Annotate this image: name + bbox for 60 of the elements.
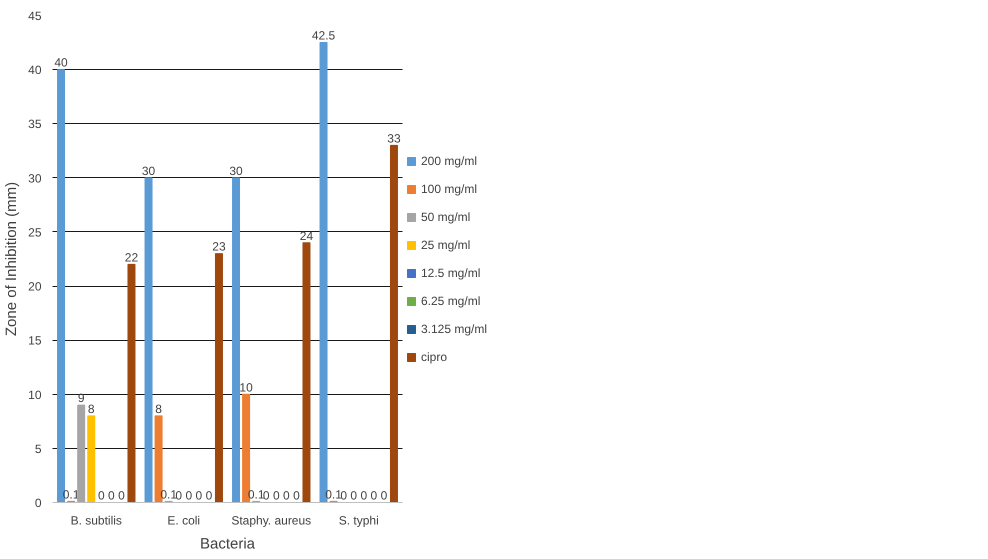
y-tick-label: 45 <box>28 9 42 23</box>
data-label: 0 <box>340 488 348 502</box>
data-label: 0 <box>380 488 388 502</box>
legend-label: cipro <box>421 350 448 364</box>
data-label: 0 <box>185 488 192 502</box>
data-label: 22 <box>124 250 138 264</box>
legend-label: 25 mg/ml <box>421 238 472 252</box>
bar <box>87 415 96 502</box>
data-label: 0 <box>98 488 105 502</box>
y-tick-label: 20 <box>28 280 42 294</box>
data-label: 40 <box>54 56 68 70</box>
data-label: 0 <box>283 488 290 502</box>
y-tick-label: 5 <box>34 442 42 456</box>
y-tick-label: 15 <box>28 334 42 348</box>
data-label: 30 <box>229 164 244 178</box>
legend-label: 200 mg/ml <box>421 154 478 168</box>
data-label: 0 <box>360 488 368 502</box>
data-label: 0 <box>118 488 126 502</box>
legend-label: 100 mg/ml <box>421 182 478 196</box>
data-label: 8 <box>155 402 162 416</box>
legend-label: 12.5 mg/ml <box>421 266 482 280</box>
x-tick-label: Staphy. aureus <box>231 514 312 528</box>
data-label: 0 <box>206 488 213 502</box>
y-tick-label: 25 <box>28 225 42 240</box>
data-label: 0 <box>350 488 358 502</box>
data-label: 0 <box>262 488 270 502</box>
legend-label: 3.125 mg/ml <box>421 322 488 336</box>
bar <box>127 264 136 502</box>
data-label: 9 <box>78 391 85 406</box>
data-label: 33 <box>387 131 401 146</box>
bar <box>390 144 398 502</box>
data-label: 0 <box>108 488 116 502</box>
y-tick-label: 10 <box>28 388 42 402</box>
y-tick-label: 40 <box>28 63 42 78</box>
data-label: 8 <box>88 402 95 416</box>
y-tick-label: 35 <box>28 117 42 132</box>
y-axis-title: Zone of Inhibition (mm) <box>3 182 20 336</box>
bar <box>144 177 153 502</box>
data-label: 0 <box>175 488 182 502</box>
data-label: 0 <box>370 488 378 502</box>
legend-label: 6.25 mg/ml <box>421 294 482 308</box>
legend-label: 50 mg/ml <box>421 210 472 224</box>
x-tick-label: B. subtilis <box>70 514 122 528</box>
data-label: 10 <box>239 380 254 394</box>
x-axis-title: Bacteria <box>200 536 256 552</box>
data-label: 23 <box>212 240 226 254</box>
bar <box>214 253 223 502</box>
y-tick-label: 0 <box>34 496 42 510</box>
data-label: 30 <box>142 164 156 178</box>
data-label: 24 <box>300 228 314 243</box>
data-label: 42.5 <box>312 28 336 43</box>
data-label: 0 <box>196 488 203 502</box>
bar <box>77 404 86 502</box>
x-tick-label: E. coli <box>167 514 200 528</box>
data-label: 0 <box>293 488 300 502</box>
bar <box>302 242 310 502</box>
y-tick-label: 30 <box>28 171 42 186</box>
bar <box>232 177 240 502</box>
x-tick-label: S. typhi <box>338 514 379 528</box>
data-label: 0 <box>272 488 280 502</box>
